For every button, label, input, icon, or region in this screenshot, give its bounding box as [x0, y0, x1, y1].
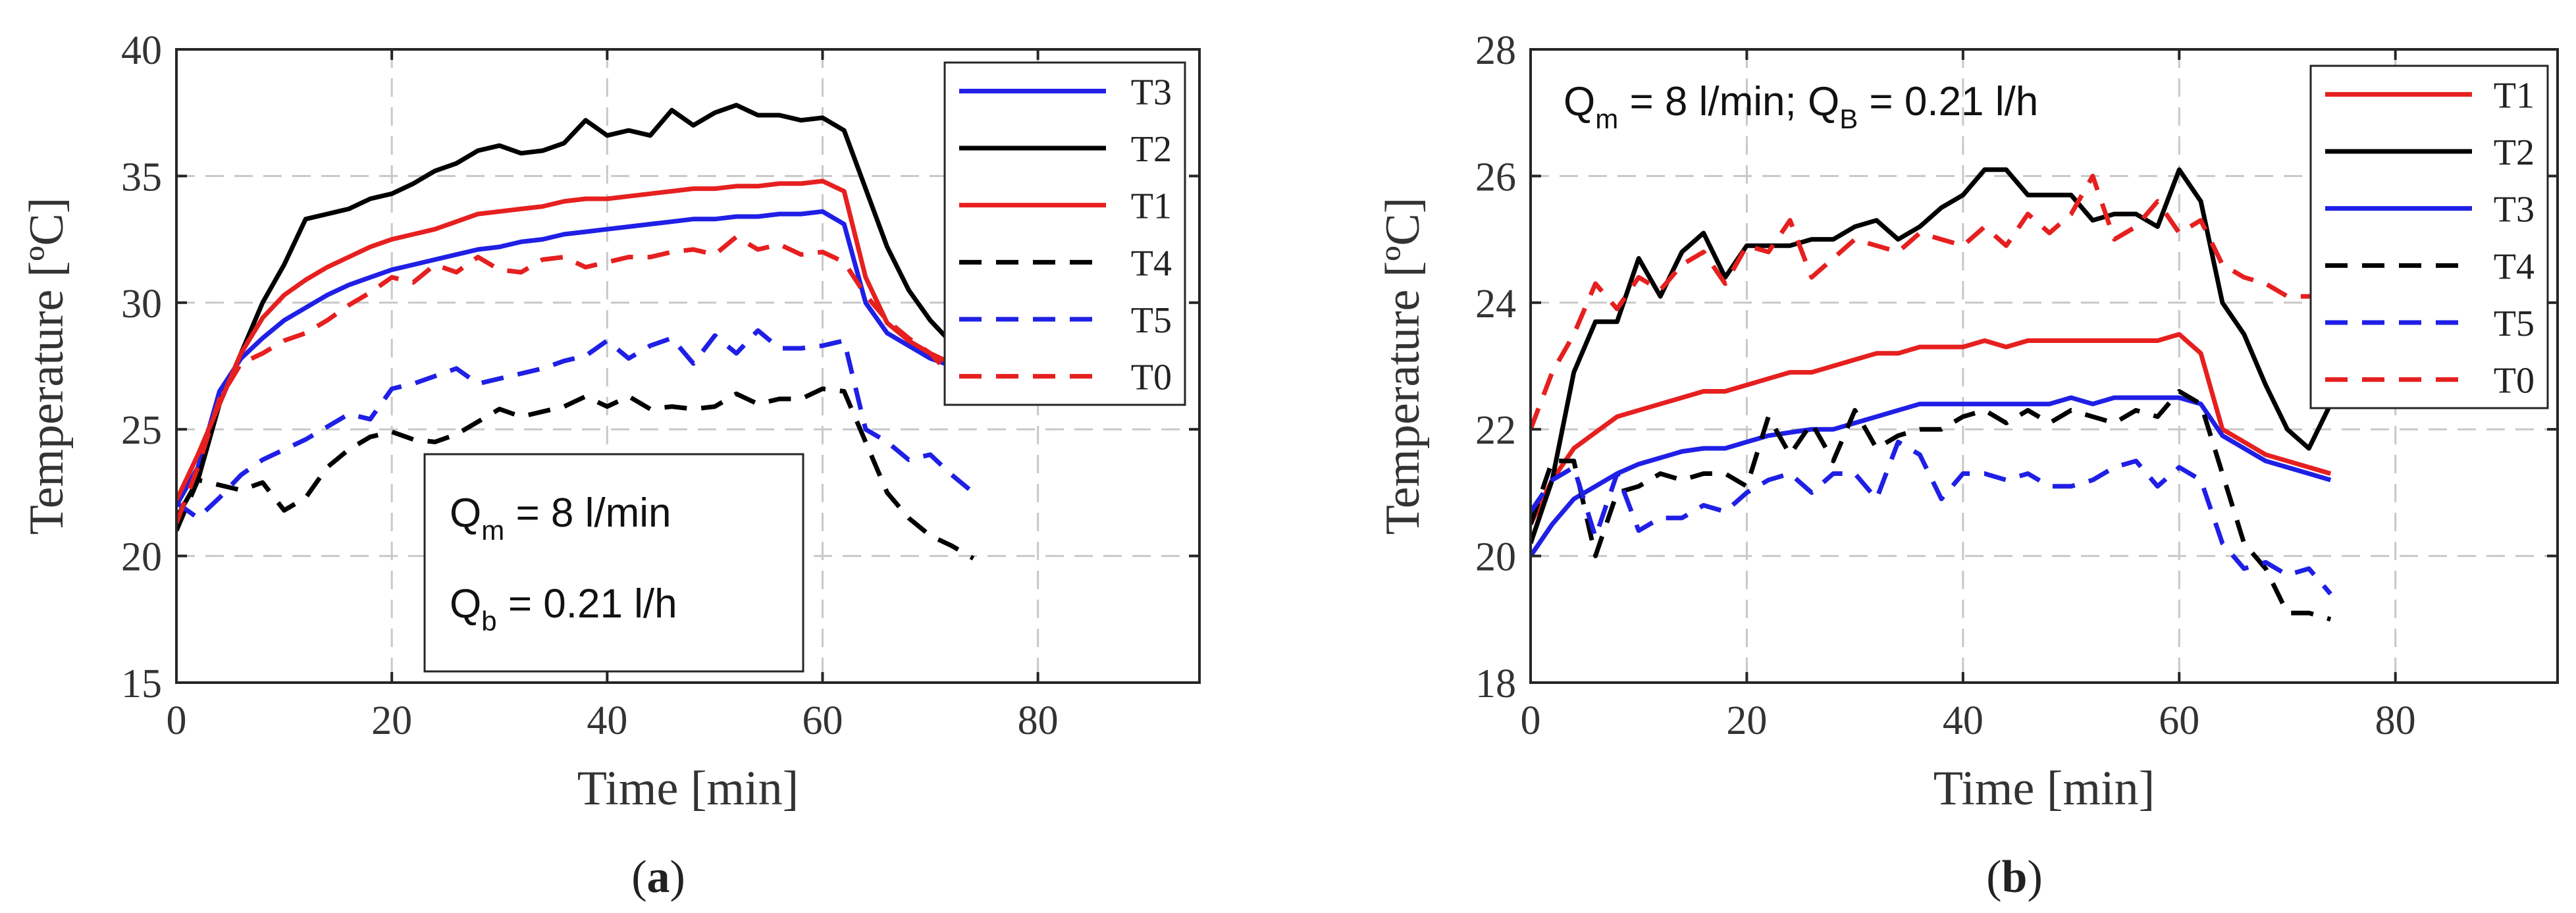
panel-b-y-axis-label: Temperature [ºC]	[1376, 197, 1430, 535]
panel-a-series-t3-line	[176, 209, 974, 507]
panel-a-x-tick-label: 0	[167, 698, 187, 743]
panel-a-y-tick-label: 15	[121, 662, 162, 706]
panel-b-series-group	[1531, 167, 2333, 622]
panel-a-annotation-line1-text: = 8 l/min	[504, 490, 671, 536]
panel-a-panel-label-open: (	[631, 852, 646, 902]
panel-b-legend-box	[2309, 65, 2549, 409]
panel-b-x-tick-label: 0	[1521, 698, 1541, 743]
panel-a-y-tick-label: 30	[121, 282, 162, 326]
panel-a-legend-label-t1: T1	[1131, 186, 1172, 227]
panel-a-x-tick-label: 80	[1018, 698, 1059, 743]
panel-a-legend-label-t5: T5	[1131, 300, 1172, 341]
panel-a-legend-box	[943, 61, 1186, 406]
panel-a-annotation-line2: Qb = 0.21 l/h	[450, 581, 677, 637]
panel-a-annotation-line1: Qm = 8 l/min	[450, 490, 671, 546]
panel-b-x-axis-label: Time [min]	[1933, 762, 2155, 816]
panel-b-x-tick-label: 60	[2159, 698, 2199, 743]
panel-a-y-axis-label: Temperature [ºC]	[20, 197, 74, 535]
panel-a-annotation-box	[423, 453, 804, 673]
panel-a-x-tick-label: 40	[587, 698, 627, 743]
panel-a-legend: T3 T2 T1 T4 T5 T0	[943, 61, 1186, 406]
panel-b-axes-box	[1529, 48, 2559, 684]
panel-a-y-tick-label: 35	[121, 155, 162, 199]
panel-b-x-tick-label: 20	[1726, 698, 1767, 743]
panel-b-x-tick-label: 80	[2375, 698, 2416, 743]
panel-b-annotation-part2-sub: B	[1839, 103, 1858, 134]
panel-b-annotation-part1-sub: m	[1595, 103, 1618, 134]
panel-a-series-group	[176, 103, 975, 561]
panel-b-y-tick-label: 28	[1475, 28, 1516, 73]
panel-b-series-t0-line	[1531, 173, 2332, 430]
panel-b-legend-label-t5: T5	[2494, 303, 2535, 344]
panel-b-y-tick-label: 26	[1475, 155, 1516, 199]
panel-b-legend-label-t3: T3	[2494, 190, 2535, 230]
panel-a-x-axis-label: Time [min]	[577, 762, 799, 816]
panel-a: 0 20 40 60 80 15 20 25 30 35 40 Time [min] Temperatu…	[20, 28, 1201, 902]
panel-a-panel-label-close: )	[670, 852, 685, 902]
panel-b-annotation-part2-q: Q	[1808, 79, 1839, 124]
panel-b-series-t1-line	[1531, 332, 2332, 526]
panel-b-panel-label-letter: b	[2002, 852, 2028, 902]
panel-a-series-t2-line	[176, 103, 975, 519]
panel-a-legend-label-t2: T2	[1131, 129, 1172, 170]
panel-a-legend-label-t3: T3	[1131, 72, 1172, 113]
panel-a-annotation-line1-sub: m	[481, 515, 504, 546]
panel-a-annotation-line2-text: = 0.21 l/h	[497, 581, 677, 627]
panel-b-annotation-part2-text: = 0.21 l/h	[1858, 79, 2038, 124]
panel-b-x-tick-label: 40	[1943, 698, 1984, 743]
panel-a-axes-box	[175, 48, 1201, 684]
panel-a-annotation-line1-q: Q	[450, 490, 481, 536]
panel-a-series-t4-line	[176, 386, 975, 561]
panel-b-legend-label-t2: T2	[2494, 132, 2535, 173]
panel-b-y-tick-label: 24	[1475, 282, 1516, 326]
panel-a-y-tick-label: 40	[121, 28, 162, 73]
panel-a-series-t1-line	[176, 178, 974, 502]
panel-b-annotation-line: Qm = 8 l/min; QB = 0.21 l/h	[1564, 79, 2038, 134]
panel-b-legend-label-t0: T0	[2494, 361, 2535, 402]
panel-b-panel-label-close: )	[2027, 852, 2042, 902]
panel-b-legend-label-t4: T4	[2494, 246, 2535, 287]
panel-b-annotation-part1-q: Q	[1564, 79, 1595, 124]
panel-a-panel-label: (a)	[631, 852, 685, 902]
panel-b-legend-label-t1: T1	[2494, 75, 2535, 116]
panel-b-legend: T1 T2 T3 T4 T5 T0	[2309, 65, 2549, 409]
panel-a-panel-label-letter: a	[647, 852, 670, 902]
panel-b-y-tick-label: 20	[1475, 535, 1516, 580]
panel-a-x-tick-label: 20	[371, 698, 412, 743]
panel-a-annotation-line2-sub: b	[481, 606, 496, 637]
panel-a-y-tick-label: 20	[121, 535, 162, 580]
panel-b-y-tick-label: 18	[1475, 662, 1516, 706]
panel-b-panel-label-open: (	[1986, 852, 2001, 902]
panel-b: 0 20 40 60 80 18 20 22 24 26 28 Time [min] Temperatu…	[1376, 28, 2559, 902]
panel-a-x-tick-label: 60	[802, 698, 843, 743]
panel-a-y-tick-label: 25	[121, 408, 162, 453]
panel-a-annotation-line2-q: Q	[450, 581, 481, 627]
panel-b-series-t4-line	[1531, 389, 2332, 622]
panel-b-annotation-part1-text: = 8 l/min;	[1618, 79, 1808, 124]
panel-a-legend-label-t4: T4	[1131, 243, 1172, 284]
panel-b-annotation: Qm = 8 l/min; QB = 0.21 l/h	[1564, 79, 2038, 134]
panel-b-y-tick-label: 22	[1475, 408, 1516, 453]
panel-a-legend-label-t0: T0	[1131, 357, 1172, 398]
panel-b-panel-label: (b)	[1986, 852, 2043, 902]
panel-a-series-t5-line	[176, 328, 975, 521]
